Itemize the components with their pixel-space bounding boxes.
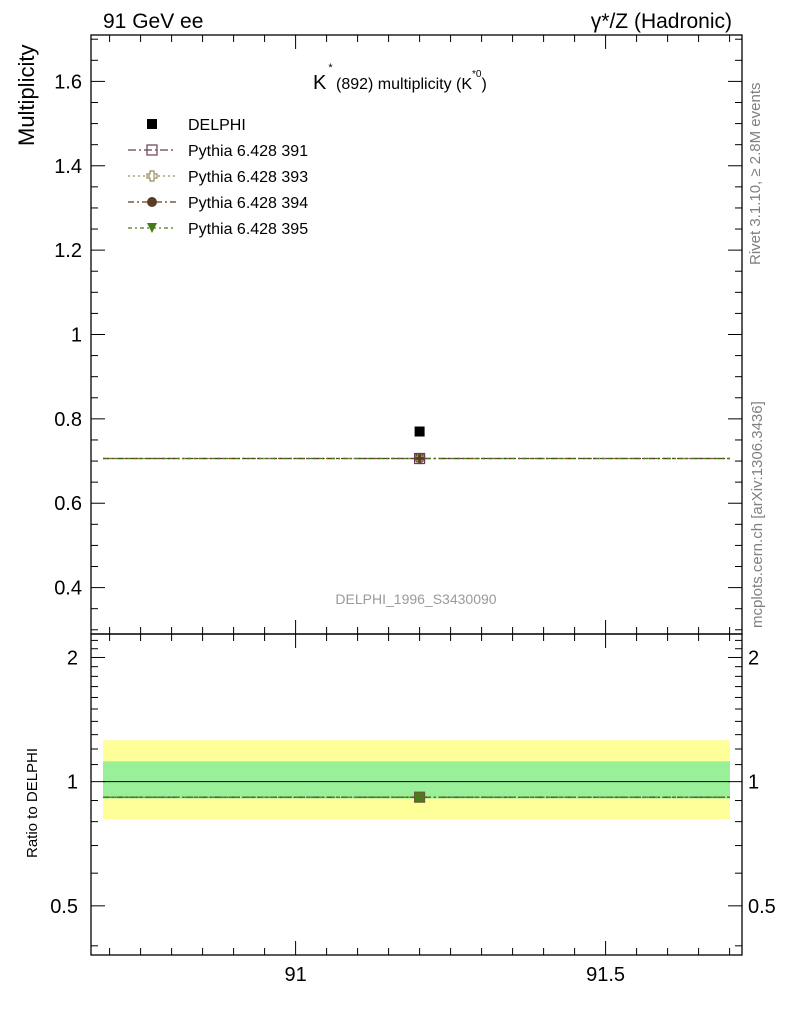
x-tick-label: 91.5 xyxy=(586,964,625,986)
ratio-y-tick-label-right: 0.5 xyxy=(748,896,776,918)
legend-marker-p391 xyxy=(146,144,158,156)
y-tick-label: 0.6 xyxy=(54,493,82,515)
main-ticks: 0.4 0.6 0.8 1 1.2 1.4 1.6 xyxy=(54,35,742,634)
legend-marker-p394 xyxy=(147,197,157,207)
legend-label-p391: Pythia 6.428 391 xyxy=(188,143,308,160)
chart-title: K*(892) multiplicity (K*0) xyxy=(313,62,487,94)
ratio-point-outline xyxy=(414,791,426,803)
main-ylabel: Multiplicity xyxy=(14,45,39,146)
y-tick-label: 1.2 xyxy=(54,240,82,262)
header-right: γ*/Z (Hadronic) xyxy=(591,10,732,33)
x-tick-label: 91 xyxy=(284,964,306,986)
header-left: 91 GeV ee xyxy=(103,10,203,33)
ratio-y-tick-label-right: 1 xyxy=(748,772,759,794)
ratio-y-tick-label: 1 xyxy=(67,772,78,794)
title-rest: (892) multiplicity (K xyxy=(336,76,472,93)
y-tick-label: 0.8 xyxy=(54,409,82,431)
point-p391 xyxy=(414,452,426,465)
legend-marker-data xyxy=(147,119,157,129)
ratio-y-tick-label-right: 2 xyxy=(748,647,759,669)
title-close: ) xyxy=(481,76,486,93)
title-sup2: *0 xyxy=(472,69,482,80)
rivet-label: Rivet 3.1.10, ≥ 2.8M events xyxy=(747,83,764,266)
y-tick-label: 0.4 xyxy=(54,578,82,600)
mcplots-label: mcplots.cern.ch [arXiv:1306.3436] xyxy=(749,401,766,628)
legend-marker-p395 xyxy=(147,223,157,233)
main-marks xyxy=(103,426,730,465)
watermark: DELPHI_1996_S3430090 xyxy=(335,591,496,607)
ratio-y-tick-label: 2 xyxy=(67,647,78,669)
y-tick-label: 1.6 xyxy=(54,71,82,93)
ratio-marks xyxy=(103,791,730,803)
legend-label-data: DELPHI xyxy=(188,117,246,134)
y-tick-label: 1.4 xyxy=(54,156,82,178)
point-data xyxy=(414,426,425,437)
legend-label-p393: Pythia 6.428 393 xyxy=(188,169,308,186)
title-k: K xyxy=(313,72,327,94)
legend-marker-p393 xyxy=(146,170,158,182)
legend-label-p394: Pythia 6.428 394 xyxy=(188,195,308,212)
ratio-y-tick-label: 0.5 xyxy=(50,896,78,918)
ratio-ticks: 0.5 0.5 1 1 2 2 91 91.5 xyxy=(50,634,776,986)
ratio-point-p395 xyxy=(414,792,425,803)
legend: DELPHI Pythia 6.428 391 Pythia 6.428 393 Py… xyxy=(128,117,308,238)
legend-label-p395: Pythia 6.428 395 xyxy=(188,221,308,238)
ratio-frame xyxy=(90,633,743,956)
y-tick-label: 1 xyxy=(71,325,82,347)
ratio-ylabel: Ratio to DELPHI xyxy=(24,748,41,858)
point-p394 xyxy=(414,453,425,464)
title-sup: * xyxy=(328,62,333,74)
